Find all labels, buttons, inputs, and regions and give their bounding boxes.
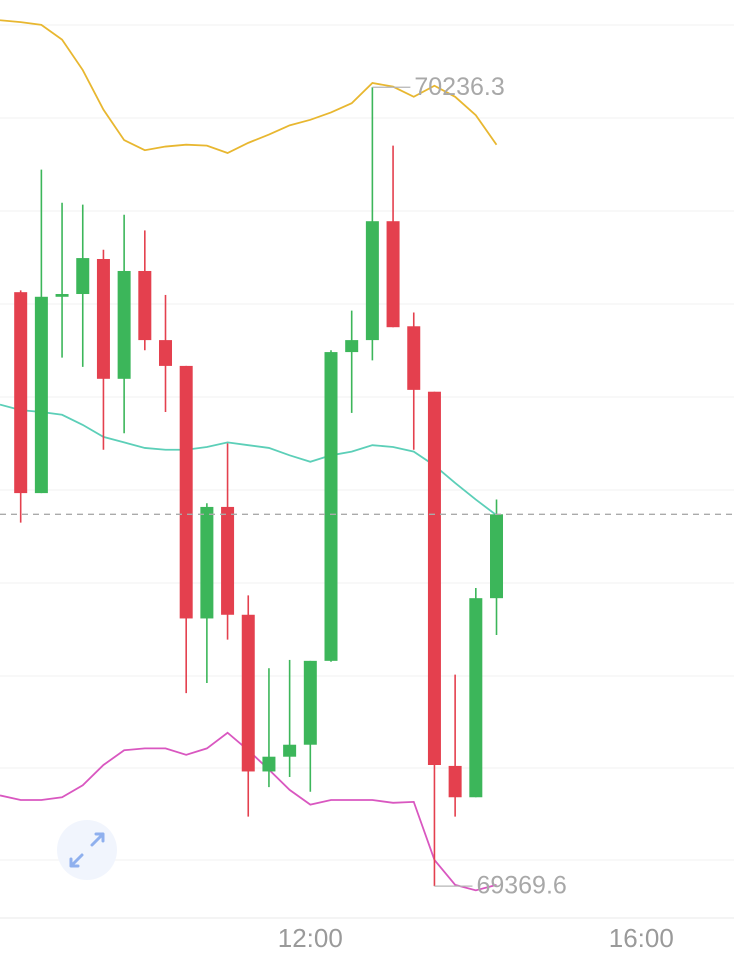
expand-icon[interactable] <box>69 832 105 868</box>
band-line <box>0 403 498 516</box>
candle-body <box>241 614 255 772</box>
annotation-label: 69369.6 <box>476 872 566 900</box>
candle-body <box>365 221 379 341</box>
candle-body <box>345 340 359 353</box>
candle-body <box>386 221 400 328</box>
expand-button[interactable] <box>57 820 117 880</box>
candle-body <box>448 765 462 798</box>
candle-body <box>138 270 152 341</box>
candle-body <box>55 294 69 297</box>
candle-body <box>490 514 504 599</box>
candle-body <box>76 258 90 295</box>
candle-body <box>117 270 131 379</box>
candle-body <box>200 506 214 619</box>
candle-body <box>34 296 48 494</box>
candle-body <box>283 744 297 757</box>
candle-body <box>469 598 483 798</box>
candle-body <box>221 506 235 615</box>
x-tick-label: 16:00 <box>609 923 674 953</box>
candle-body <box>303 660 317 745</box>
band-line <box>0 19 498 154</box>
background-rules <box>0 24 734 919</box>
candle-body <box>179 365 193 619</box>
candle-body <box>14 292 28 494</box>
candle-body <box>96 258 110 379</box>
candle-body <box>324 352 338 661</box>
candle-body <box>407 326 421 390</box>
expand-button-bg[interactable] <box>57 820 117 880</box>
annotation-label: 70236.3 <box>414 73 504 101</box>
candle-body <box>159 340 173 366</box>
candle-body <box>427 391 441 765</box>
x-tick-label: 12:00 <box>278 923 343 953</box>
candle-body <box>262 756 276 772</box>
